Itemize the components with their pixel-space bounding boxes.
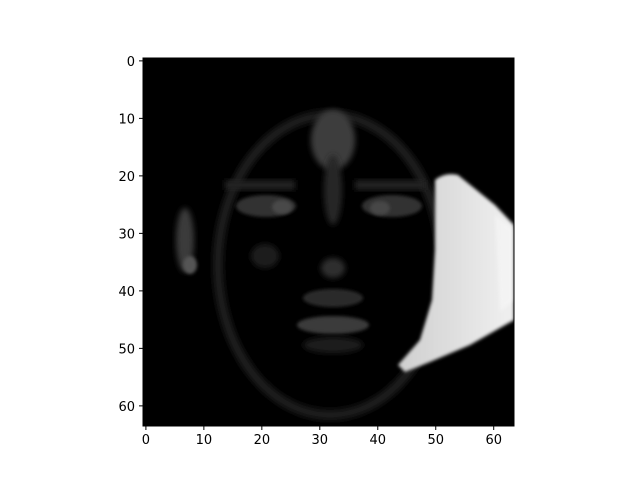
right-eye-highlight <box>370 201 390 215</box>
nose <box>321 258 345 278</box>
y-tick-label: 10 <box>118 112 135 127</box>
y-tick-label: 30 <box>118 227 135 242</box>
x-tick-label: 60 <box>485 433 502 448</box>
bright-region <box>398 174 514 372</box>
x-tick-label: 40 <box>370 433 387 448</box>
x-tick-label: 0 <box>142 433 150 448</box>
x-tick-label: 30 <box>312 433 329 448</box>
x-tick-label: 50 <box>427 433 444 448</box>
nose-bridge <box>324 155 342 225</box>
bright-region-shadow <box>495 215 514 312</box>
y-tick-label: 40 <box>118 285 135 300</box>
y-tick-label: 50 <box>118 342 135 357</box>
axes-frame <box>142 57 515 427</box>
y-axis: 0 10 20 30 40 50 60 <box>118 55 143 415</box>
left-ear-lobe <box>183 256 197 274</box>
left-brow <box>225 180 295 190</box>
forehead-glow <box>311 110 355 170</box>
y-tick-label: 20 <box>118 170 135 185</box>
left-eye-highlight <box>272 200 292 214</box>
heatmap-image <box>143 58 514 426</box>
x-axis: 0 10 20 30 40 50 60 <box>142 426 502 448</box>
x-tick-label: 20 <box>254 433 271 448</box>
chin <box>303 337 363 353</box>
lower-lip <box>297 316 369 334</box>
left-ear <box>176 208 194 272</box>
x-tick-label: 10 <box>196 433 213 448</box>
cheek-left <box>251 244 279 268</box>
upper-lip <box>303 289 363 307</box>
right-brow <box>355 180 425 190</box>
y-tick-label: 0 <box>127 55 135 70</box>
y-tick-label: 60 <box>118 400 135 415</box>
